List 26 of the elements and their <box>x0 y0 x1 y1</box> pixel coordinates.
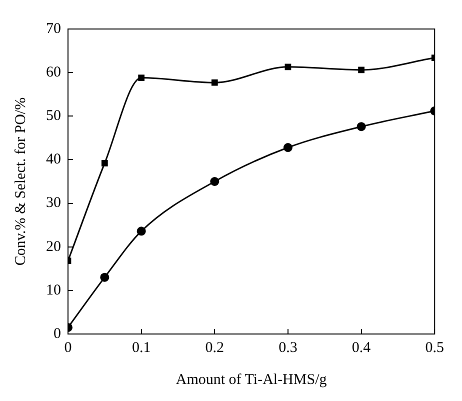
y-tick-label: 40 <box>46 152 61 168</box>
point <box>283 143 292 152</box>
point <box>211 79 218 86</box>
point <box>358 66 364 74</box>
y-tick-label: 20 <box>46 238 61 255</box>
point <box>210 177 220 186</box>
y-tick-label: 60 <box>46 64 61 81</box>
y-tick-label: 50 <box>46 108 61 124</box>
point <box>136 226 146 236</box>
x-tick-label: 0.1 <box>132 340 151 356</box>
point <box>284 64 292 70</box>
x-tick-label: 0.4 <box>352 340 372 356</box>
x-tick-label: 0.2 <box>205 340 224 356</box>
y-axis-title: Conv.% & Select. for PO/% <box>12 97 29 266</box>
x-axis-title: Amount of Ti-Al-HMS/g <box>176 372 328 388</box>
y-tick-label: 10 <box>46 282 61 298</box>
x-tick-label: 0 <box>64 340 72 356</box>
y-tick-label: 0 <box>54 326 61 342</box>
x-tick-label: 0.5 <box>425 340 444 356</box>
y-tick-label: 30 <box>46 195 61 212</box>
point <box>138 74 145 81</box>
x-tick-label: 0.3 <box>278 340 298 356</box>
point <box>100 272 110 282</box>
point <box>356 122 366 132</box>
point <box>101 160 108 166</box>
y-tick-label: 70 <box>46 20 61 37</box>
